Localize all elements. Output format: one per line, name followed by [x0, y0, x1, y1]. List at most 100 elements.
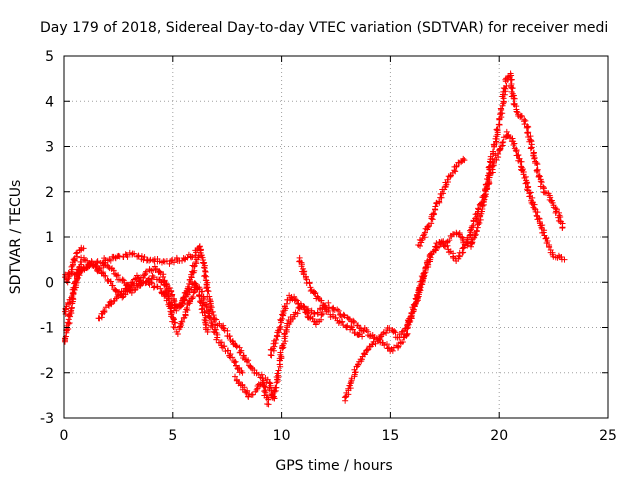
data-point: [404, 330, 411, 337]
y-tick-label: 1: [45, 230, 54, 246]
data-point: [453, 163, 460, 170]
data-point: [205, 288, 212, 295]
data-point: [96, 265, 103, 272]
data-point: [177, 323, 184, 330]
data-point: [335, 319, 342, 326]
data-point: [447, 173, 454, 180]
data-point: [543, 234, 550, 241]
data-point: [355, 331, 362, 338]
chart-title: Day 179 of 2018, Sidereal Day-to-day VTE…: [40, 20, 608, 36]
data-point: [226, 333, 233, 340]
data-point: [360, 350, 367, 357]
data-point: [438, 238, 445, 245]
data-point: [208, 320, 215, 327]
data-point: [183, 293, 190, 300]
data-point: [124, 253, 131, 260]
data-point: [209, 322, 216, 329]
data-point: [197, 247, 204, 254]
data-point: [325, 299, 332, 306]
data-point: [395, 343, 402, 350]
data-point: [349, 326, 356, 333]
x-tick-label: 5: [168, 428, 177, 444]
data-point: [518, 113, 525, 120]
data-point: [474, 211, 481, 218]
data-point: [315, 294, 322, 301]
data-point: [294, 300, 301, 307]
data-point: [232, 342, 239, 349]
data-point: [515, 151, 522, 158]
data-point: [201, 296, 208, 303]
data-point: [166, 284, 173, 291]
data-point: [150, 274, 157, 281]
data-points: [62, 70, 568, 408]
data-point: [146, 257, 153, 264]
data-point: [152, 266, 159, 273]
y-axis-label: SDTVAR / TECUs: [8, 180, 24, 295]
data-point: [472, 231, 479, 238]
data-point: [496, 121, 503, 128]
data-point: [196, 292, 203, 299]
data-point: [408, 313, 415, 320]
y-tick-label: 3: [45, 140, 54, 156]
data-point: [204, 329, 211, 336]
data-point: [412, 300, 419, 307]
data-point: [459, 234, 466, 241]
data-point: [268, 352, 275, 359]
data-point: [275, 329, 282, 336]
data-point: [267, 352, 274, 359]
data-point: [366, 333, 373, 340]
data-point: [120, 277, 127, 284]
data-point: [131, 250, 138, 257]
data-point: [507, 70, 514, 77]
data-point: [202, 272, 209, 279]
data-point: [231, 359, 238, 366]
data-point: [314, 309, 321, 316]
data-point: [498, 105, 505, 112]
data-point: [190, 293, 197, 300]
data-point: [518, 158, 525, 165]
data-point: [330, 305, 337, 312]
data-point: [503, 128, 510, 135]
data-point: [279, 343, 286, 350]
data-point: [107, 257, 114, 264]
data-point: [514, 152, 521, 159]
data-point: [66, 320, 73, 327]
data-point: [154, 283, 161, 290]
data-point: [494, 126, 501, 133]
data-point: [507, 76, 514, 83]
data-point: [229, 354, 236, 361]
data-point: [444, 242, 451, 249]
data-point: [425, 261, 432, 268]
data-point: [183, 304, 190, 311]
data-point: [430, 210, 437, 217]
data-point: [475, 205, 482, 212]
data-point: [202, 319, 209, 326]
data-point: [143, 268, 150, 275]
data-point: [234, 366, 241, 373]
data-point: [94, 258, 101, 265]
data-point: [531, 155, 538, 162]
data-point: [216, 320, 223, 327]
data-point: [320, 302, 327, 309]
data-point: [537, 176, 544, 183]
data-point: [266, 379, 273, 386]
data-point: [109, 282, 116, 289]
x-tick-label: 20: [490, 428, 508, 444]
data-point: [276, 324, 283, 331]
data-point: [527, 189, 534, 196]
data-point: [275, 367, 282, 374]
data-point: [475, 206, 482, 213]
data-point: [318, 297, 325, 304]
data-point: [233, 343, 240, 350]
data-point: [325, 307, 332, 314]
data-point: [115, 252, 122, 259]
data-point: [199, 288, 206, 295]
data-point: [516, 155, 523, 162]
data-point: [270, 393, 277, 400]
data-point: [493, 126, 500, 133]
data-point: [436, 198, 443, 205]
data-point: [383, 329, 390, 336]
data-point: [529, 194, 536, 201]
data-point: [244, 358, 251, 365]
data-point: [308, 307, 315, 314]
